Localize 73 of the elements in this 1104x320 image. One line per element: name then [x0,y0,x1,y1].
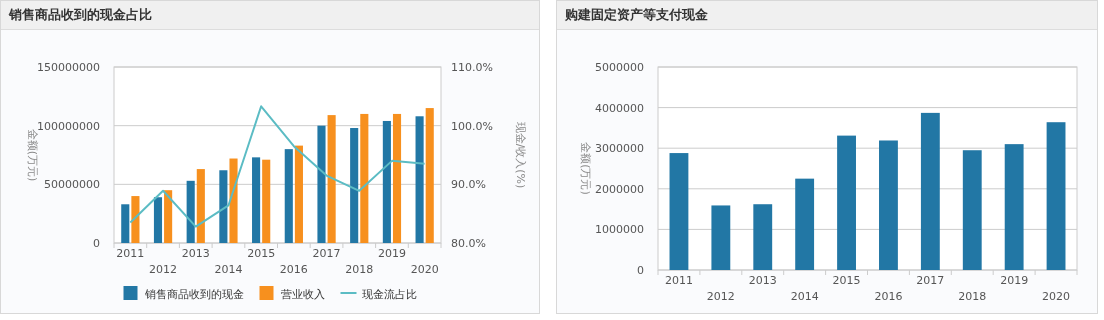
bar [317,125,326,243]
bar [360,113,369,243]
bar [350,128,359,243]
x-tick-label: 2011 [116,247,145,260]
x-tick-label: 2012 [706,290,735,303]
bar [284,149,293,243]
x-tick-label: 2018 [345,263,374,276]
x-tick-label: 2015 [832,274,861,287]
bar [837,135,856,270]
y2-axis-title: 现金/收入(%) [514,121,527,189]
y-tick-label: 0 [93,237,100,250]
x-tick-label: 2012 [149,263,178,276]
bar [229,158,238,243]
x-tick-label: 2013 [181,247,210,260]
y2-tick-label: 110.0% [451,61,493,74]
y-tick-label: 2000000 [595,182,644,196]
bar [327,115,336,243]
y-axis-title: 金额(万元) [579,142,592,195]
bar [415,116,424,243]
bar [753,204,773,270]
bar [153,197,163,243]
x-tick-label: 2014 [214,263,243,276]
bar [669,153,689,270]
x-tick-label: 2015 [247,247,276,260]
y-tick-label: 150000000 [37,61,100,74]
y-tick-label: 0 [637,264,644,277]
bar [920,112,940,270]
y-tick-label: 5000000 [595,61,644,74]
bar [382,120,391,243]
y2-tick-label: 80.0% [451,237,486,250]
x-tick-label: 2013 [748,274,777,287]
bar [186,180,195,243]
bar [1046,122,1066,270]
y-tick-label: 4000000 [595,101,644,115]
x-tick-label: 2017 [916,274,945,287]
bar [962,150,982,270]
x-tick-label: 2014 [790,290,819,303]
legend-label: 现金流占比 [361,288,417,301]
y-tick-label: 1000000 [595,223,644,237]
line-series [129,105,426,228]
x-tick-label: 2017 [312,247,341,260]
x-tick-label: 2019 [1000,274,1029,287]
chart-title: 销售商品收到的现金占比 [1,1,539,30]
bar [131,196,140,243]
x-tick-label: 2018 [958,290,987,303]
bar [425,108,434,243]
bar [219,170,228,243]
bar [795,178,815,270]
bar [121,204,130,243]
bar [1004,144,1024,270]
bar [392,113,402,243]
bar [196,169,205,243]
x-tick-label: 2020 [410,263,439,276]
bar [262,159,271,243]
y2-tick-label: 100.0% [451,119,493,133]
x-tick-label: 2019 [377,247,406,260]
bar [294,145,303,243]
legend-label: 销售商品收到的现金 [143,288,244,301]
bar [252,157,261,243]
bar [164,190,173,243]
x-tick-label: 2016 [874,290,903,303]
y2-tick-label: 90.0% [451,178,486,192]
y-tick-label: 50000000 [44,178,100,192]
legend-label: 营业收入 [280,288,325,301]
y-tick-label: 100000000 [37,119,100,133]
x-tick-label: 2016 [279,263,308,276]
bar [711,205,731,270]
x-tick-label: 2020 [1042,290,1071,303]
x-tick-label: 2011 [664,274,693,287]
bar [879,140,898,270]
y-tick-label: 3000000 [595,142,644,156]
chart-title: 购建固定资产等支付现金 [557,1,1097,30]
y-axis-title: 金额(万元) [26,128,39,182]
